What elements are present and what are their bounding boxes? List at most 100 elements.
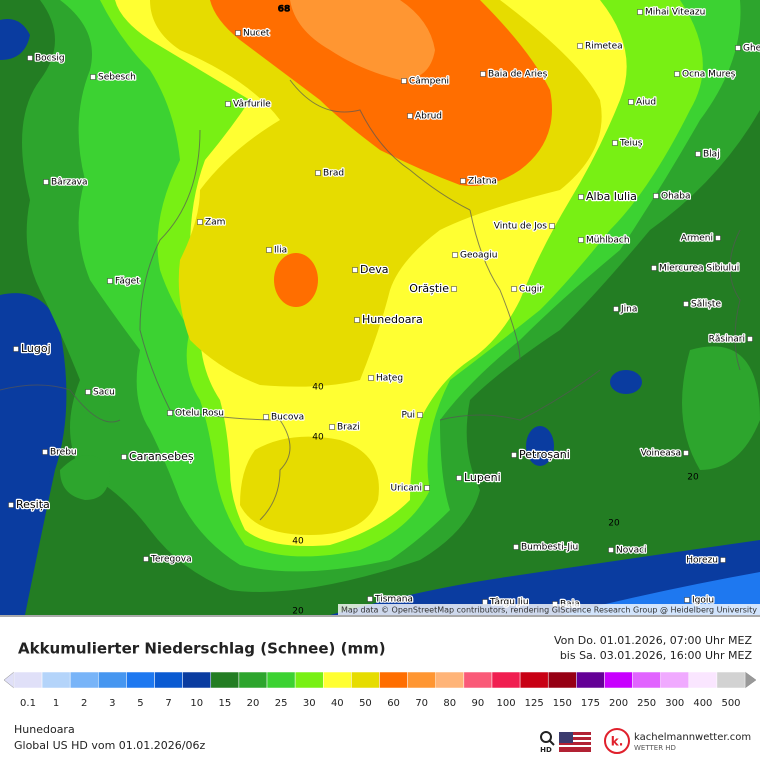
attribution: Map data © OpenStreetMap contributors, r… bbox=[341, 606, 757, 615]
place-marker bbox=[267, 248, 272, 253]
legend-swatch bbox=[717, 672, 745, 688]
place-marker bbox=[461, 179, 466, 184]
place-marker bbox=[736, 46, 741, 51]
place-label: Abrud bbox=[415, 112, 442, 122]
legend-swatch bbox=[520, 672, 548, 688]
place-label: Zam bbox=[205, 218, 225, 228]
logo-text[interactable]: k. bbox=[611, 735, 624, 749]
place-marker bbox=[654, 194, 659, 199]
legend-swatch bbox=[295, 672, 323, 688]
place-marker bbox=[408, 114, 413, 119]
legend-swatch bbox=[689, 672, 717, 688]
place-marker bbox=[168, 411, 173, 416]
place-marker bbox=[578, 44, 583, 49]
brand[interactable]: kachelmannwetter.com bbox=[634, 732, 751, 743]
place-label: Novaci bbox=[616, 546, 647, 556]
legend-label: 175 bbox=[581, 698, 600, 709]
legend-label: 40 bbox=[331, 698, 344, 709]
place-marker bbox=[675, 72, 680, 77]
place-label: Otelu Rosu bbox=[175, 409, 224, 419]
place-marker bbox=[614, 307, 619, 312]
place-marker bbox=[9, 503, 14, 508]
legend-label: 30 bbox=[303, 698, 316, 709]
legend-label: 200 bbox=[609, 698, 628, 709]
legend-swatch bbox=[633, 672, 661, 688]
legend-label: 15 bbox=[218, 698, 231, 709]
place-marker bbox=[144, 557, 149, 562]
search-icon[interactable] bbox=[550, 741, 554, 745]
place-label: Brazi bbox=[337, 423, 360, 433]
place-label: Bucova bbox=[271, 413, 304, 423]
place-marker bbox=[108, 279, 113, 284]
legend-swatch bbox=[126, 672, 154, 688]
legend-label: 500 bbox=[721, 698, 740, 709]
place-marker bbox=[425, 486, 430, 491]
place-label: Nucet bbox=[243, 29, 270, 39]
contour-label: 20 bbox=[687, 473, 699, 483]
region-blue bbox=[610, 370, 642, 394]
place-marker bbox=[453, 253, 458, 258]
flag-canton bbox=[559, 732, 573, 743]
place-label: Voineasa bbox=[641, 449, 681, 459]
place-label: Brebu bbox=[50, 448, 77, 458]
place-marker bbox=[355, 318, 360, 323]
legend-swatch bbox=[548, 672, 576, 688]
legend-label: 3 bbox=[109, 698, 115, 709]
legend-label: 1 bbox=[53, 698, 59, 709]
contour-label: 40 bbox=[292, 537, 304, 547]
title: Akkumulierter Niederschlag (Schnee) (mm) bbox=[18, 640, 386, 658]
contour-label: 40 bbox=[312, 433, 324, 443]
place-label: Teiuș bbox=[619, 139, 643, 149]
place-marker bbox=[368, 597, 373, 602]
place-label: Săliște bbox=[691, 300, 721, 310]
hd-label[interactable]: HD bbox=[540, 746, 552, 754]
place-marker bbox=[721, 558, 726, 563]
place-marker bbox=[402, 79, 407, 84]
legend-arrow-right bbox=[745, 672, 756, 688]
legend-label: 150 bbox=[553, 698, 572, 709]
legend-swatch bbox=[464, 672, 492, 688]
legend-swatch bbox=[436, 672, 464, 688]
place-label: Tismana bbox=[374, 595, 413, 605]
legend-label: 80 bbox=[443, 698, 456, 709]
legend-label: 125 bbox=[525, 698, 544, 709]
time-from: Von Do. 01.01.2026, 07:00 Uhr MEZ bbox=[554, 634, 753, 647]
place-marker bbox=[613, 141, 618, 146]
place-label: Ocna Mureș bbox=[682, 70, 736, 80]
place-label: Jina bbox=[620, 305, 637, 315]
place-marker bbox=[512, 287, 517, 292]
legend-swatch bbox=[604, 672, 632, 688]
place-label: Cugir bbox=[519, 285, 543, 295]
place-marker bbox=[696, 152, 701, 157]
place-marker bbox=[353, 268, 358, 273]
legend-swatch bbox=[267, 672, 295, 688]
legend-label: 20 bbox=[247, 698, 260, 709]
place-marker bbox=[550, 224, 555, 229]
place-marker bbox=[14, 347, 19, 352]
place-marker bbox=[748, 337, 753, 342]
place-label: Hunedoara bbox=[362, 313, 423, 326]
search-icon[interactable] bbox=[541, 732, 551, 742]
place-label: Sebesch bbox=[98, 73, 136, 83]
legend-swatch bbox=[323, 672, 351, 688]
place-marker bbox=[44, 180, 49, 185]
place-label: Zlatna bbox=[468, 177, 497, 187]
brand-sub: WETTER HD bbox=[634, 744, 676, 752]
place-label: Baia de Arieș bbox=[488, 70, 548, 80]
place-label: Armeni bbox=[681, 234, 713, 244]
flag[interactable] bbox=[559, 732, 591, 752]
legend-swatch bbox=[661, 672, 689, 688]
place-marker bbox=[512, 453, 517, 458]
legend-label: 7 bbox=[165, 698, 171, 709]
legend-swatch bbox=[351, 672, 379, 688]
legend-arrow-left bbox=[4, 672, 14, 688]
place-label: Rimetea bbox=[585, 42, 623, 52]
legend-label: 70 bbox=[415, 698, 428, 709]
place-marker bbox=[609, 548, 614, 553]
place-label: Făget bbox=[115, 277, 140, 287]
place-marker bbox=[452, 287, 457, 292]
place-label: Ilia bbox=[274, 246, 287, 256]
place-label: Uricani bbox=[391, 484, 422, 494]
